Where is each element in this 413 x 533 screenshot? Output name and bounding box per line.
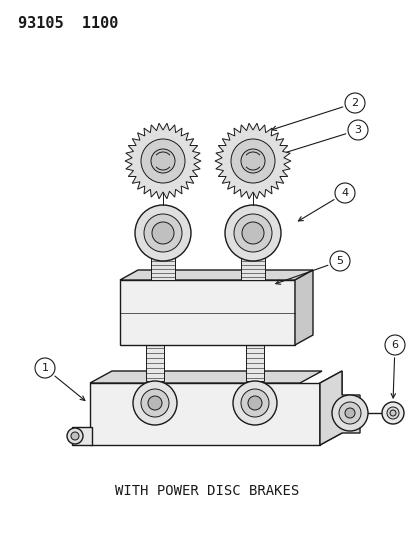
Circle shape	[67, 428, 83, 444]
Polygon shape	[294, 270, 312, 345]
Circle shape	[233, 381, 276, 425]
Circle shape	[147, 396, 161, 410]
Text: 1: 1	[41, 363, 48, 373]
FancyBboxPatch shape	[240, 248, 264, 280]
Polygon shape	[319, 371, 359, 445]
Circle shape	[338, 402, 360, 424]
Circle shape	[141, 389, 169, 417]
Polygon shape	[72, 427, 92, 445]
Circle shape	[329, 251, 349, 271]
Circle shape	[240, 389, 268, 417]
Circle shape	[389, 410, 395, 416]
Circle shape	[381, 402, 403, 424]
Polygon shape	[125, 123, 201, 199]
Circle shape	[144, 214, 182, 252]
Circle shape	[141, 139, 185, 183]
Circle shape	[230, 139, 274, 183]
Polygon shape	[319, 371, 341, 445]
Circle shape	[135, 205, 190, 261]
Circle shape	[35, 358, 55, 378]
Circle shape	[233, 214, 271, 252]
FancyBboxPatch shape	[151, 248, 175, 280]
Circle shape	[240, 149, 264, 173]
FancyBboxPatch shape	[146, 345, 164, 381]
Text: 5: 5	[336, 256, 343, 266]
Text: WITH POWER DISC BRAKES: WITH POWER DISC BRAKES	[114, 484, 299, 498]
Circle shape	[151, 149, 175, 173]
Circle shape	[331, 395, 367, 431]
Text: 2: 2	[351, 98, 358, 108]
FancyBboxPatch shape	[245, 345, 263, 381]
Circle shape	[347, 120, 367, 140]
Polygon shape	[90, 371, 321, 383]
Polygon shape	[214, 123, 290, 199]
Circle shape	[133, 381, 177, 425]
Circle shape	[224, 205, 280, 261]
Circle shape	[71, 432, 79, 440]
FancyBboxPatch shape	[120, 280, 294, 345]
Circle shape	[386, 407, 398, 419]
Text: 4: 4	[341, 188, 348, 198]
Polygon shape	[120, 270, 312, 280]
FancyBboxPatch shape	[90, 383, 319, 445]
Text: 3: 3	[354, 125, 361, 135]
Circle shape	[247, 396, 261, 410]
Circle shape	[334, 183, 354, 203]
Text: 93105  1100: 93105 1100	[18, 15, 118, 30]
Circle shape	[384, 335, 404, 355]
Circle shape	[344, 408, 354, 418]
Text: 6: 6	[391, 340, 398, 350]
Circle shape	[344, 93, 364, 113]
Circle shape	[242, 222, 263, 244]
Circle shape	[152, 222, 173, 244]
